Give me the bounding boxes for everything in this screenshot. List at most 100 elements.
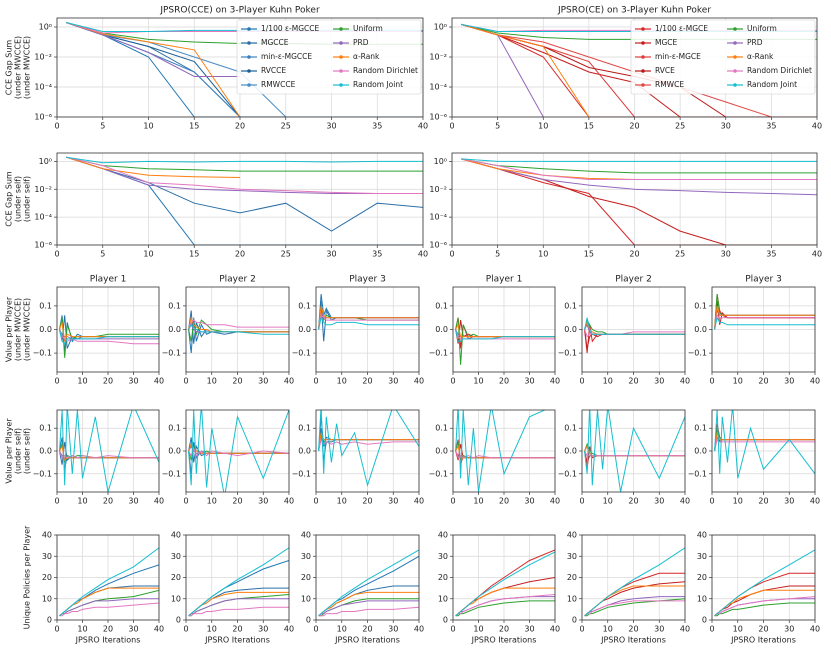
chart-title: Player 3 [349,275,386,285]
y-tick-label: 0.0 [435,447,448,456]
x-tick-label: 30 [654,377,664,386]
x-tick-label: 10 [473,377,483,386]
legend-label: PRD [353,38,369,47]
plot-frame [451,152,818,246]
x-tick-label: 10 [77,497,87,506]
series-line [460,23,544,117]
y-tick-label: −0.1 [292,469,311,478]
x-tick-label: 30 [388,377,398,386]
legend-marker [339,83,343,87]
series-line [460,158,817,245]
x-axis-label: JPSRO Iterations [730,636,796,645]
y-tick-label: 0.0 [564,325,577,334]
y-axis-label: (under self) [14,176,23,222]
y-tick-label: 30 [438,552,448,561]
series-line [188,315,289,333]
series-line [66,22,423,117]
y-tick-label: 0 [443,616,448,625]
x-tick-label: 10 [473,625,483,634]
x-tick-label: 20 [362,497,372,506]
chart-panel: 0 10 20 30 40 −0.1 0.0 0.1 [292,409,424,506]
y-tick-label: 10⁻² [34,185,52,194]
x-tick-label: 20 [103,377,113,386]
series-line [318,316,419,330]
legend-marker [733,41,737,45]
series-line [714,549,815,617]
y-tick-label: 0.0 [39,325,52,334]
series-line [318,432,419,452]
plot-frame [711,286,816,373]
series-line [455,317,555,365]
x-tick-label: 30 [721,250,731,259]
series-line [66,22,240,77]
y-axis-label: (under self) [14,428,23,474]
y-tick-label: 10⁰ [434,23,447,32]
x-tick-label: 40 [550,497,560,506]
y-tick-label: 40 [697,531,707,540]
chart-panel: 0 10 20 30 40 −0.1 0.0 0.1 Player 3 [292,275,425,386]
x-tick-label: 20 [499,377,509,386]
plot-frame [711,534,816,621]
legend-label: PRD [747,38,763,47]
legend-label: MGCCE [261,38,289,47]
x-tick-label: 40 [810,497,820,506]
x-tick-label: 20 [628,625,638,634]
y-tick-label: 10⁻⁶ [429,241,447,250]
legend-marker [641,41,645,45]
series-line [584,547,685,617]
x-axis-label: JPSRO Iterations [471,636,537,645]
series-line [714,572,815,617]
series-line [584,596,685,617]
series-line [318,591,419,617]
x-tick-label: 15 [584,250,594,259]
legend-label: RMWCE [655,80,684,89]
x-tick-label: 20 [362,625,372,634]
series-line [455,410,546,492]
series-line [188,606,289,617]
x-tick-label: 40 [810,377,820,386]
y-tick-label: 30 [42,552,52,561]
series-line [461,158,817,174]
y-tick-label: 10⁻⁶ [429,113,447,122]
x-tick-label: 10 [143,122,153,131]
y-axis-label: (under MWCCE) [14,298,23,361]
x-tick-label: 10 [77,377,87,386]
series-line [188,447,289,457]
y-axis-label: (under self) [23,176,32,222]
y-tick-label: 10⁻⁴ [429,213,447,222]
series-line [188,598,289,617]
y-tick-label: 0.1 [298,424,311,433]
legend-label: α-Rank [747,52,774,61]
x-tick-label: 10 [207,497,217,506]
x-axis-label: JPSRO Iterations [204,636,270,645]
x-tick-label: 0 [709,625,714,634]
y-tick-label: 20 [301,573,311,582]
x-tick-label: 30 [258,497,268,506]
series-line [714,602,815,617]
chart-panel: 0 10 20 30 40 0 10 20 30 40 JPSRO Iterations [301,531,424,645]
y-tick-label: 0.1 [694,424,707,433]
plot-frame [56,409,160,493]
chart-panel: 0 10 20 30 40 0 10 20 30 40 JPSRO Iterations [171,531,294,645]
series-line [66,156,423,172]
x-tick-label: 35 [766,250,776,259]
x-tick-label: 0 [579,625,584,634]
legend-box [630,19,816,95]
x-tick-label: 40 [418,250,428,259]
chart-panel: 0 10 20 30 40 −0.1 0.0 0.1 Player 1 [429,275,561,386]
x-tick-label: 20 [628,377,638,386]
series-line [584,450,685,457]
y-tick-label: 0.1 [694,301,707,310]
y-tick-label: 0 [306,616,311,625]
series-line [714,432,815,452]
series-line [318,606,419,617]
y-axis-label: (under MWCCE) [23,36,32,99]
x-tick-label: 40 [284,377,294,386]
y-tick-label: −0.1 [558,349,577,358]
x-tick-label: 10 [337,377,347,386]
series-line [714,316,815,330]
x-tick-label: 20 [758,625,768,634]
y-tick-label: 30 [171,552,181,561]
series-line [584,324,685,354]
chart-panel: 0 10 20 30 40 −0.1 0.0 0.1 [688,409,820,506]
